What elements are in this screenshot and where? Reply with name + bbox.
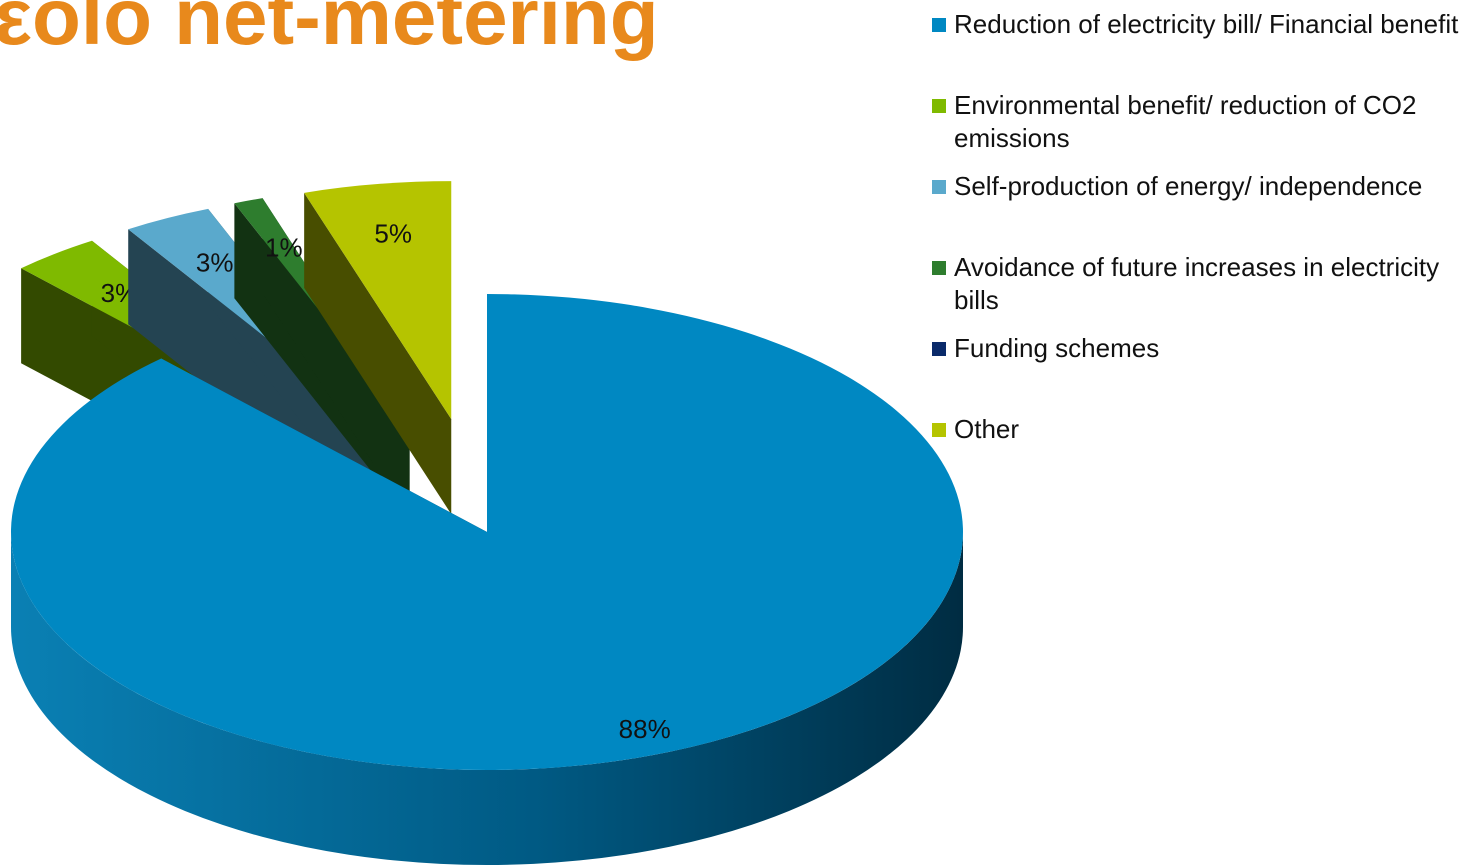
legend: Reduction of electricity bill/ Financial… [932, 8, 1478, 494]
data-label: 88% [619, 714, 671, 744]
legend-swatch [932, 261, 946, 275]
data-label: 3% [196, 248, 234, 278]
slice-side [304, 192, 452, 515]
legend-item: Funding schemes [932, 332, 1478, 413]
legend-label: Environmental benefit/ reduction of CO2 … [954, 90, 1417, 153]
legend-label: Avoidance of future increases in electri… [954, 252, 1440, 315]
legend-label: Self-production of energy/ independence [954, 171, 1423, 201]
legend-item: Reduction of electricity bill/ Financial… [932, 8, 1478, 89]
slice [304, 181, 452, 420]
legend-label: Funding schemes [954, 333, 1160, 363]
slice [10, 294, 963, 770]
legend-swatch [932, 180, 946, 194]
legend-swatch [932, 342, 946, 356]
slice-rim [11, 532, 963, 865]
legend-item: Self-production of energy/ independence [932, 170, 1478, 251]
legend-label: Reduction of electricity bill/ Financial… [954, 9, 1459, 39]
legend-label: Other [954, 414, 1020, 444]
legend-item: Avoidance of future increases in electri… [932, 251, 1478, 332]
legend-swatch [932, 99, 946, 113]
chart-title: εοlο net-metering [0, 0, 659, 61]
legend-swatch [932, 18, 946, 32]
legend-swatch [932, 423, 946, 437]
legend-item: Other [932, 413, 1478, 494]
legend-item: Environmental benefit/ reduction of CO2 … [932, 89, 1478, 170]
data-label: 1% [265, 233, 303, 263]
data-label: 5% [374, 219, 412, 249]
